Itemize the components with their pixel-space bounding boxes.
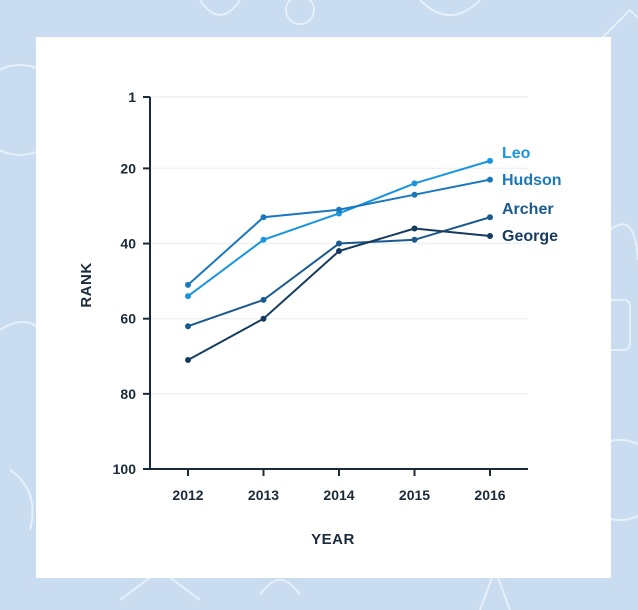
data-point <box>487 176 493 183</box>
series: Leo Hudson Archer George <box>185 145 562 364</box>
series-leo: Leo <box>185 145 531 300</box>
series-label: George <box>502 228 558 245</box>
x-axis-title: YEAR <box>311 531 355 548</box>
line-chart: 1 20 40 60 80 100 2012 2013 2014 2015 2016 Leo Hud… <box>78 89 562 548</box>
y-tick-label: 1 <box>128 89 136 105</box>
x-tick-label: 2012 <box>172 487 203 503</box>
x-tick-label: 2016 <box>474 487 505 503</box>
y-tick-label: 60 <box>120 311 136 327</box>
data-point <box>260 236 267 243</box>
series-george: George <box>185 225 558 364</box>
y-axis-title: RANK <box>78 262 95 307</box>
y-tick-label: 40 <box>120 236 136 252</box>
data-point <box>185 293 191 300</box>
data-point <box>336 248 342 255</box>
data-point <box>487 157 493 164</box>
grid <box>150 96 528 395</box>
x-tick-label: 2013 <box>248 487 279 503</box>
chart-card: 1 20 40 60 80 100 2012 2013 2014 2015 2016 Leo Hud… <box>36 37 611 578</box>
data-point <box>411 180 418 187</box>
series-label: Leo <box>502 145 531 162</box>
x-tick-label: 2014 <box>323 487 354 503</box>
data-point <box>411 191 418 198</box>
data-point <box>260 315 267 322</box>
series-line <box>187 159 491 297</box>
series-archer: Archer <box>185 201 554 330</box>
series-line <box>187 216 491 328</box>
y-tick-label: 20 <box>120 160 136 176</box>
y-ticks: 1 20 40 60 80 100 <box>113 89 150 477</box>
y-tick-label: 100 <box>113 461 137 477</box>
data-point <box>185 323 191 330</box>
data-point <box>260 296 267 303</box>
data-point <box>487 233 493 240</box>
data-point <box>487 214 493 221</box>
series-label: Archer <box>502 201 554 218</box>
data-point <box>185 281 191 288</box>
data-point <box>411 236 418 243</box>
data-point <box>411 225 418 232</box>
data-point <box>336 240 342 247</box>
data-point <box>336 206 342 213</box>
x-ticks: 2012 2013 2014 2015 2016 <box>172 469 506 503</box>
x-tick-label: 2015 <box>399 487 430 503</box>
y-tick-label: 80 <box>120 386 136 402</box>
series-hudson: Hudson <box>185 172 562 288</box>
data-point <box>185 357 191 364</box>
series-label: Hudson <box>502 172 562 189</box>
data-point <box>260 214 267 221</box>
